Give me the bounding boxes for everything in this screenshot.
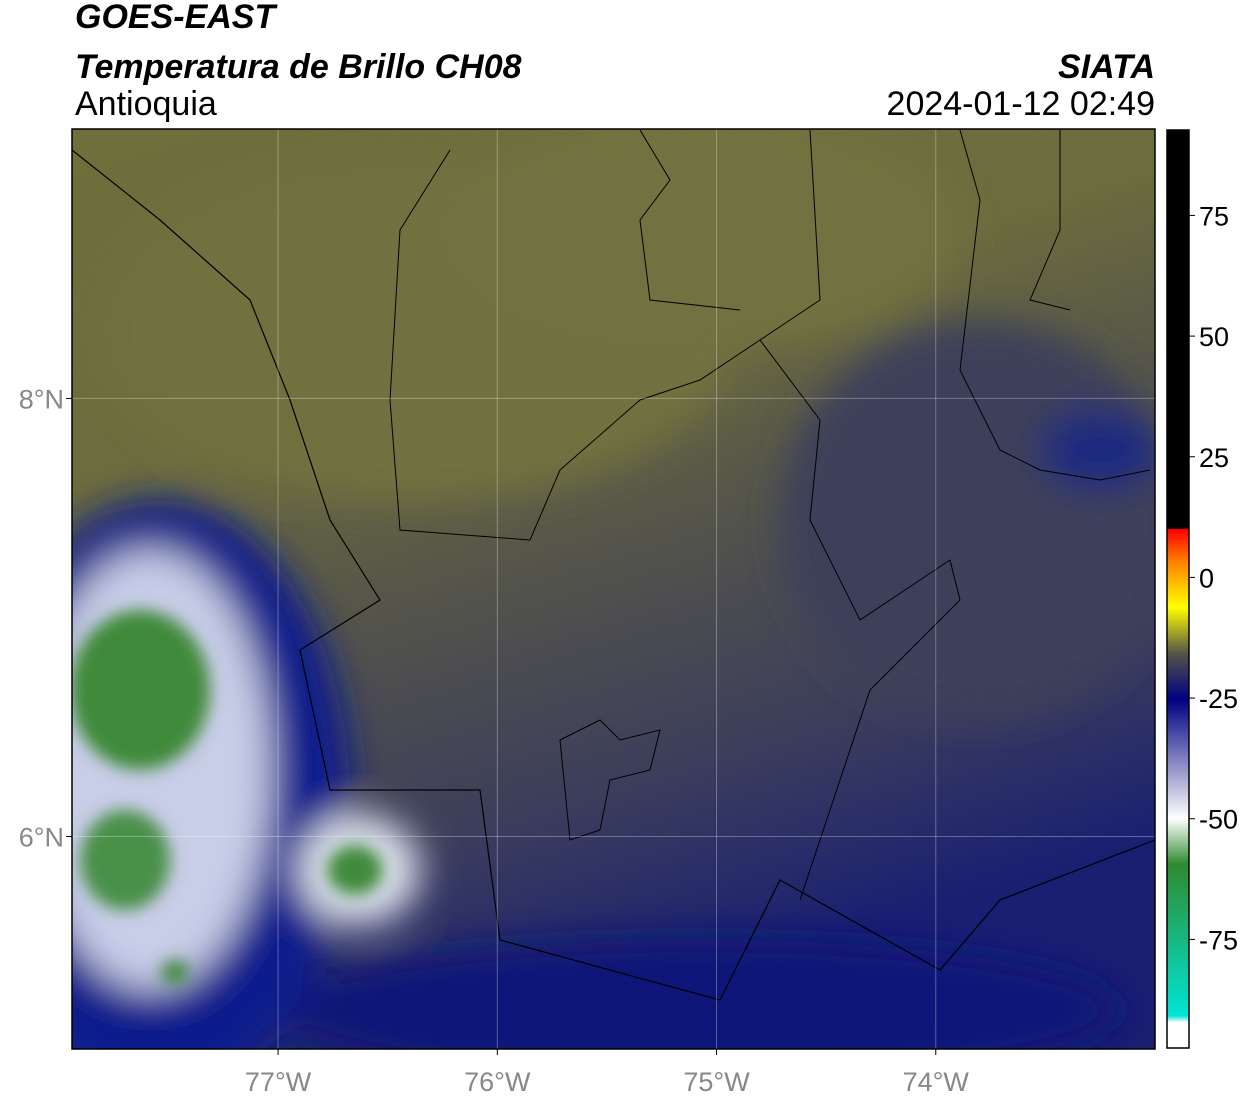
colorbar-label: 25 <box>1199 443 1229 473</box>
colorbar-label: -25 <box>1199 684 1238 714</box>
datetime-title: 2024-01-12 02:49 <box>887 85 1155 123</box>
product-title: Temperatura de Brillo CH08 <box>75 48 522 86</box>
colorbar-label: -50 <box>1199 805 1238 835</box>
x-tick-label: 77°W <box>245 1067 312 1097</box>
satellite-title: GOES-EAST <box>75 0 278 36</box>
source-title: SIATA <box>1058 48 1155 86</box>
x-tick-label: 74°W <box>903 1067 970 1097</box>
x-tick-label: 75°W <box>683 1067 750 1097</box>
x-tick-label: 76°W <box>464 1067 531 1097</box>
map-frame <box>71 128 1156 1050</box>
y-tick-label: 6°N <box>19 823 64 853</box>
colorbar-label: 50 <box>1199 322 1229 352</box>
graticule <box>72 129 1155 1049</box>
colorbar-label: -75 <box>1199 925 1238 955</box>
colorbar <box>1166 129 1190 1049</box>
colorbar-label: 75 <box>1199 201 1229 231</box>
map-image <box>72 129 1155 1049</box>
region-title: Antioquia <box>75 85 217 123</box>
colorbar-label: 0 <box>1199 563 1214 593</box>
y-tick-label: 8°N <box>19 384 64 414</box>
